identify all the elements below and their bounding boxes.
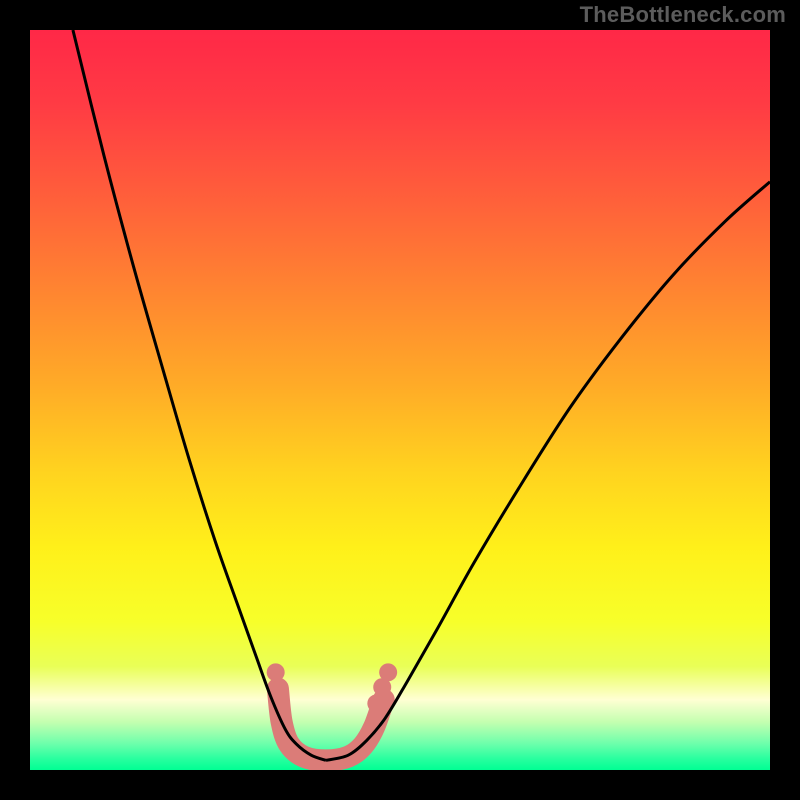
- chart-svg: [30, 30, 770, 770]
- watermark-text: TheBottleneck.com: [580, 2, 786, 28]
- plot-area: [30, 30, 770, 770]
- gradient-bg: [30, 30, 770, 770]
- root-container: TheBottleneck.com: [0, 0, 800, 800]
